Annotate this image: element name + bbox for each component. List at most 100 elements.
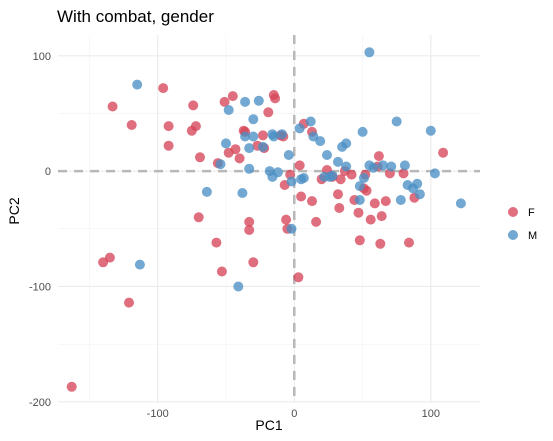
data-point-f (124, 297, 134, 308)
data-point-f (163, 140, 174, 151)
data-point-f (404, 237, 414, 248)
data-point-m (322, 150, 332, 160)
data-point-f (365, 214, 376, 225)
data-point-m (386, 161, 397, 172)
data-point-f (333, 189, 343, 200)
data-point-m (268, 131, 279, 142)
data-point-f (307, 196, 317, 207)
data-point-m (240, 96, 251, 107)
x-tick-label: 0 (291, 408, 297, 420)
x-tick-label: -100 (147, 408, 169, 420)
data-point-f (219, 96, 230, 107)
data-point-f (158, 83, 169, 94)
data-point-m (364, 47, 375, 58)
legend-label-f: F (528, 207, 535, 219)
data-point-m (358, 173, 369, 183)
data-point-m (341, 138, 352, 149)
y-tick-label: 100 (33, 51, 51, 63)
chart-title: With combat, gender (57, 7, 214, 26)
data-point-f (66, 381, 77, 392)
data-point-m (272, 167, 283, 178)
data-point-f (190, 121, 201, 132)
x-axis-title: PC1 (255, 417, 282, 433)
y-tick-label: -100 (29, 281, 51, 293)
data-point-f (369, 198, 380, 209)
data-point-f (234, 153, 245, 164)
data-point-m (425, 125, 436, 136)
data-point-m (283, 150, 294, 160)
y-tick-label: 0 (45, 166, 51, 178)
data-point-f (373, 151, 384, 162)
data-point-f (296, 191, 307, 202)
data-point-m (286, 223, 297, 234)
data-point-m (378, 160, 388, 171)
data-point-f (211, 237, 222, 248)
x-tick-label: 100 (422, 408, 440, 420)
data-point-m (253, 95, 264, 106)
data-point-m (357, 126, 368, 137)
legend-label-m: M (528, 230, 537, 242)
data-point-f (270, 93, 281, 104)
data-point-m (399, 160, 410, 171)
data-point-m (333, 156, 343, 167)
data-point-m (368, 162, 379, 173)
x-axis-tick-labels: -100 0 100 (147, 408, 440, 420)
data-point-f (193, 212, 204, 223)
data-points (66, 47, 466, 392)
data-point-m (257, 141, 268, 152)
data-point-m (341, 161, 352, 172)
data-point-f (126, 120, 137, 130)
data-point-m (244, 163, 255, 174)
data-point-f (335, 174, 346, 185)
y-tick-label: -200 (29, 397, 51, 409)
data-point-m (414, 189, 425, 200)
data-point-f (257, 130, 268, 141)
data-point-m (244, 143, 255, 154)
data-point-m (215, 159, 226, 170)
data-point-m (223, 105, 234, 115)
legend-key-m (508, 230, 518, 240)
data-point-f (195, 152, 205, 163)
y-axis-tick-labels: -200 -100 0 100 (29, 51, 51, 409)
data-point-f (376, 211, 387, 222)
data-point-m (221, 138, 231, 149)
data-point-f (188, 100, 199, 111)
data-point-m (315, 136, 326, 147)
data-point-m (354, 181, 365, 192)
data-point-f (293, 272, 304, 283)
data-point-f (281, 214, 292, 225)
data-point-f (248, 257, 259, 268)
data-point-f (244, 216, 255, 227)
data-point-m (429, 168, 440, 179)
data-point-m (237, 188, 248, 198)
data-point-m (305, 116, 316, 127)
legend-key-f (508, 207, 518, 217)
data-point-f (311, 216, 322, 227)
legend: FM (508, 207, 537, 242)
plot-panel (58, 35, 480, 403)
data-point-m (455, 198, 466, 209)
data-point-f (227, 91, 238, 102)
data-point-f (346, 169, 357, 180)
data-point-f (98, 257, 109, 268)
data-point-m (286, 176, 297, 187)
data-point-m (298, 173, 309, 183)
data-point-f (294, 160, 305, 171)
data-point-m (201, 186, 212, 197)
data-point-m (277, 129, 287, 140)
data-point-m (240, 131, 251, 142)
data-point-f (375, 238, 386, 249)
data-point-m (395, 195, 406, 205)
data-point-m (327, 170, 338, 181)
data-point-m (391, 116, 402, 127)
data-point-f (438, 147, 449, 158)
data-point-f (353, 207, 364, 218)
data-point-m (248, 114, 259, 125)
data-point-f (107, 101, 118, 112)
data-point-m (248, 131, 259, 142)
y-axis-title: PC2 (6, 197, 22, 224)
data-point-m (134, 259, 145, 270)
data-point-f (163, 121, 174, 132)
